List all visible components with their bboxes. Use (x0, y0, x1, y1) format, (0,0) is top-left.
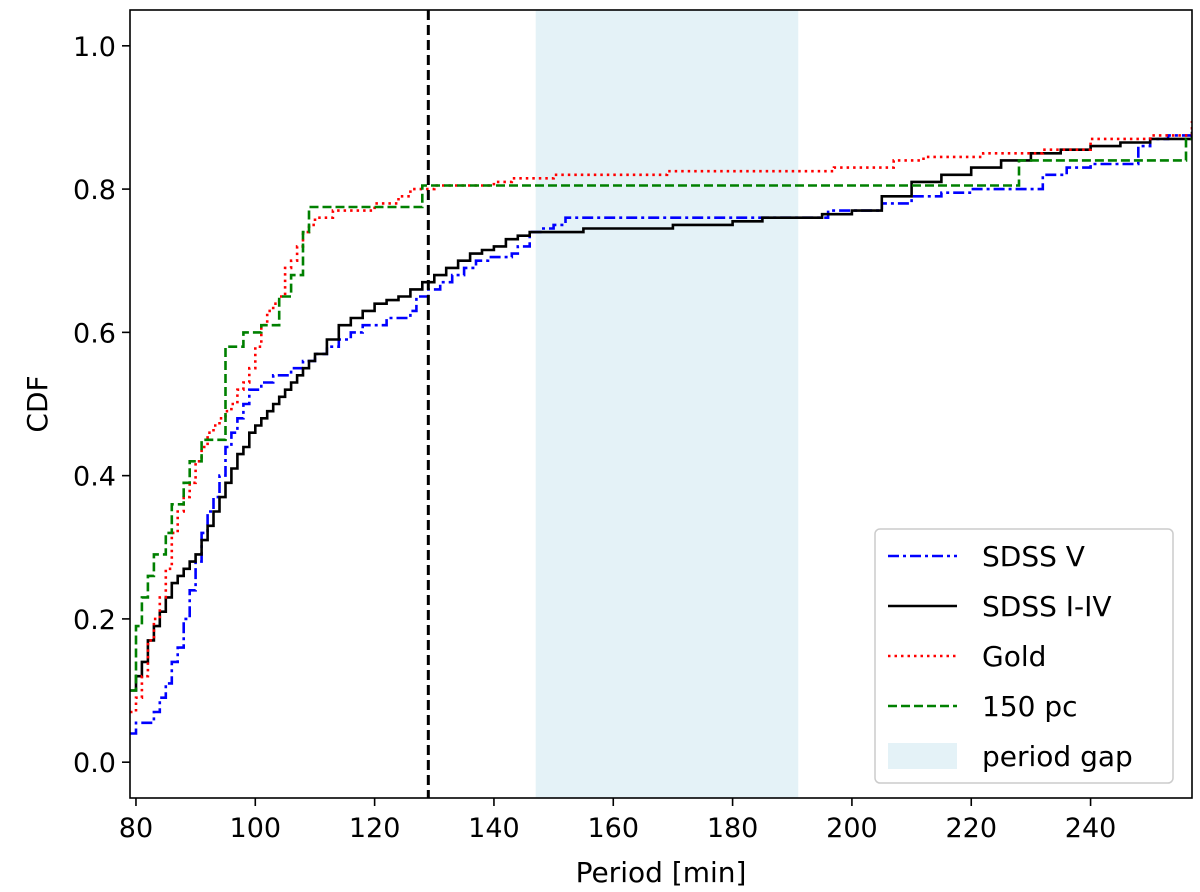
period-gap-layer (535, 10, 799, 798)
y-tick-label: 0.2 (73, 605, 116, 636)
legend-box (874, 528, 1174, 784)
legend-label-sdss-v: SDSS V (982, 540, 1085, 573)
legend-label-sdss-i-iv: SDSS I-IV (982, 590, 1112, 623)
legend: SDSS V SDSS I-IV Gold 150 pc period gap (874, 528, 1174, 784)
x-tick-label: 200 (826, 813, 878, 844)
series-line-150-pc (130, 137, 1192, 692)
series-line-sdss-v (130, 134, 1192, 735)
x-tick-label: 140 (468, 813, 520, 844)
y-axis-label: CDF (21, 375, 54, 432)
y-tick-label: 0.4 (73, 462, 116, 493)
y-tick-label: 0.8 (73, 175, 116, 206)
legend-items: SDSS V SDSS I-IV Gold 150 pc period gap (888, 540, 1133, 773)
x-tick-label: 120 (349, 813, 401, 844)
y-tick-label: 0.0 (73, 748, 116, 779)
series-line-sdss-i-iv (130, 131, 1192, 692)
plot-frame (129, 9, 1193, 799)
x-axis-label: Period [min] (576, 856, 747, 889)
legend-label-period-gap: period gap (982, 740, 1133, 773)
x-axis-ticks: 80 100 120 140 160 180 200 220 240 (119, 798, 1117, 844)
x-tick-label: 240 (1065, 813, 1117, 844)
legend-label-150-pc: 150 pc (982, 690, 1078, 723)
y-tick-label: 0.6 (73, 318, 116, 349)
y-tick-label: 1.0 (73, 32, 116, 63)
x-tick-label: 80 (119, 813, 153, 844)
legend-label-gold: Gold (982, 640, 1046, 673)
x-tick-label: 220 (945, 813, 997, 844)
x-tick-label: 160 (587, 813, 639, 844)
legend-swatch-period-gap (888, 743, 957, 769)
x-tick-label: 180 (707, 813, 759, 844)
series-layer (130, 121, 1192, 735)
period-gap-region (535, 10, 799, 798)
x-tick-label: 100 (230, 813, 282, 844)
y-axis-ticks: 0.0 0.2 0.4 0.6 0.8 1.0 (73, 32, 130, 779)
